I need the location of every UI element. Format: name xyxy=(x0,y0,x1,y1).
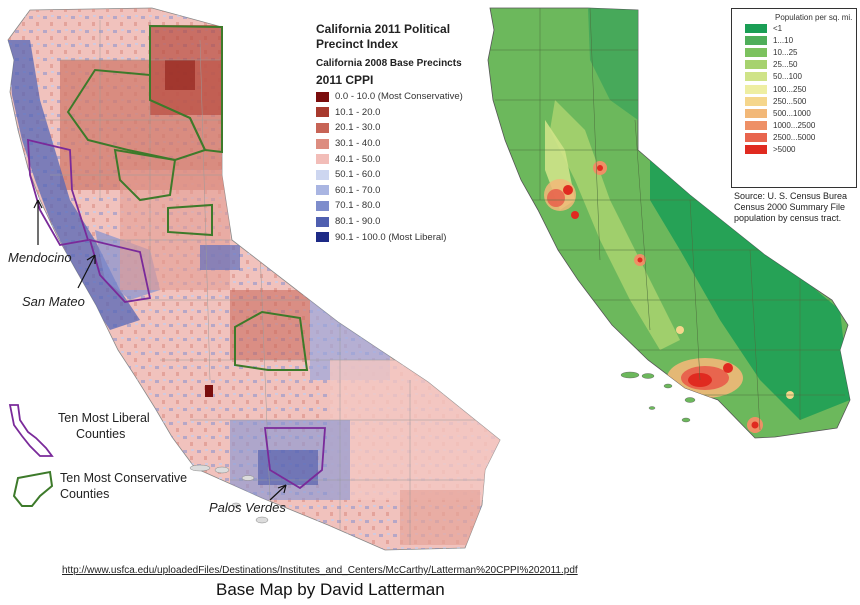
cppi-legend-item: 70.1 - 80.0 xyxy=(316,198,516,214)
population-legend-item: 10...25 xyxy=(737,46,853,58)
population-legend-swatch xyxy=(745,96,767,106)
liberal-counties-key: Ten Most Liberal Counties xyxy=(58,410,150,442)
conservative-key-glyph xyxy=(12,470,54,507)
cppi-legend-item: 0.0 - 10.0 (Most Conservative) xyxy=(316,89,516,105)
population-legend-item: 2500...5000 xyxy=(737,132,853,144)
population-legend-label: 2500...5000 xyxy=(773,133,816,143)
population-legend-label: 500...1000 xyxy=(773,108,811,118)
population-legend-item: 50...100 xyxy=(737,71,853,83)
cppi-legend-swatch xyxy=(316,185,329,196)
population-legend-item: 1...10 xyxy=(737,34,853,46)
cppi-legend-label: 90.1 - 100.0 (Most Liberal) xyxy=(335,231,447,243)
population-legend-item: >5000 xyxy=(737,144,853,156)
population-legend-label: 100...250 xyxy=(773,84,807,94)
cppi-legend-label: 40.1 - 50.0 xyxy=(335,153,381,165)
population-legend-label: 50...100 xyxy=(773,72,802,82)
cppi-legend-label: 80.1 - 90.0 xyxy=(335,216,381,228)
population-legend: Population per sq. mi. <1 1...10 10...25 25… xyxy=(731,8,857,188)
population-legend-label: 1...10 xyxy=(773,35,794,45)
callout-san-mateo: San Mateo xyxy=(22,294,85,309)
liberal-key-line2: Counties xyxy=(76,427,126,441)
cppi-legend-swatch xyxy=(316,122,329,133)
cppi-legend-item: 90.1 - 100.0 (Most Liberal) xyxy=(316,229,516,245)
source-line-2: Census 2000 Summary File xyxy=(734,202,846,212)
liberal-key-glyph xyxy=(8,404,54,457)
liberal-county-outlines xyxy=(27,138,326,490)
channel-islands-left xyxy=(189,464,269,524)
cppi-legend-label: 0.0 - 10.0 (Most Conservative) xyxy=(335,91,463,103)
liberal-key-line1: Ten Most Liberal xyxy=(58,411,150,425)
population-legend-item: 25...50 xyxy=(737,59,853,71)
callout-mendocino: Mendocino xyxy=(8,250,72,265)
population-legend-swatch xyxy=(745,35,767,45)
population-legend-label: 25...50 xyxy=(773,60,798,70)
map-subtitle: California 2008 Base Precincts xyxy=(316,58,462,69)
cppi-legend-label: 50.1 - 60.0 xyxy=(335,169,381,181)
cppi-legend-rows: 0.0 - 10.0 (Most Conservative) 10.1 - 20.… xyxy=(316,89,516,245)
population-legend-item: 250...500 xyxy=(737,95,853,107)
maps-canvas xyxy=(7,7,851,551)
cppi-legend-item: 50.1 - 60.0 xyxy=(316,167,516,183)
population-legend-item: <1 xyxy=(737,22,853,34)
population-legend-label: <1 xyxy=(773,23,783,33)
county-lines-right xyxy=(490,8,845,431)
cppi-legend-label: 60.1 - 70.0 xyxy=(335,184,381,196)
population-legend-title: Population per sq. mi. xyxy=(775,13,853,22)
base-map-credit: Base Map by David Latterman xyxy=(216,580,445,599)
population-legend-swatch xyxy=(745,108,767,118)
population-legend-label: 1000...2500 xyxy=(773,121,816,131)
source-url-link[interactable]: http://www.usfca.edu/uploadedFiles/Desti… xyxy=(62,565,578,576)
cppi-legend-item: 60.1 - 70.0 xyxy=(316,183,516,199)
source-line-3: population by census tract. xyxy=(734,213,842,223)
cppi-legend-label: 10.1 - 20.0 xyxy=(335,106,381,118)
channel-islands-right xyxy=(620,371,696,423)
population-legend-label: 10...25 xyxy=(773,47,798,57)
cppi-legend-swatch xyxy=(316,232,329,243)
population-legend-item: 1000...2500 xyxy=(737,120,853,132)
population-legend-swatch xyxy=(745,72,767,82)
conservative-key-line1: Ten Most Conservative xyxy=(60,471,188,485)
cppi-legend-swatch xyxy=(316,154,329,165)
cppi-legend-label: 70.1 - 80.0 xyxy=(335,200,381,212)
cppi-legend-swatch xyxy=(316,200,329,211)
cppi-legend-item: 30.1 - 40.0 xyxy=(316,136,516,152)
population-legend-swatch xyxy=(745,23,767,33)
population-legend-rows: <1 1...10 10...25 25...50 50...100 100...250 2… xyxy=(737,22,853,156)
cppi-legend-label: 20.1 - 30.0 xyxy=(335,122,381,134)
cppi-legend-item: 20.1 - 30.0 xyxy=(316,120,516,136)
population-legend-item: 100...250 xyxy=(737,83,853,95)
population-legend-swatch xyxy=(745,145,767,155)
population-legend-swatch xyxy=(745,121,767,131)
cppi-legend-item: 10.1 - 20.0 xyxy=(316,105,516,121)
population-density-map xyxy=(487,7,851,439)
conservative-key-line2: Counties xyxy=(60,487,110,501)
callout-arrows xyxy=(33,199,287,501)
cppi-legend-swatch xyxy=(316,91,329,102)
cppi-legend-label: 30.1 - 40.0 xyxy=(335,138,381,150)
map-title-line1: California 2011 Political xyxy=(316,22,451,36)
callout-palos-verdes: Palos Verdes xyxy=(209,500,286,515)
cppi-legend-item: 40.1 - 50.0 xyxy=(316,151,516,167)
population-legend-label: 250...500 xyxy=(773,96,807,106)
conservative-county-outlines xyxy=(66,24,309,371)
cppi-legend-swatch xyxy=(316,216,329,227)
census-source-note: Source: U. S. Census Burea Census 2000 S… xyxy=(734,191,860,224)
population-legend-label: >5000 xyxy=(773,145,796,155)
population-legend-swatch xyxy=(745,47,767,57)
population-legend-swatch xyxy=(745,133,767,143)
population-legend-swatch xyxy=(745,60,767,70)
population-legend-item: 500...1000 xyxy=(737,107,853,119)
cppi-legend-swatch xyxy=(316,169,329,180)
map-title-line2: Precinct Index xyxy=(316,37,399,51)
population-legend-swatch xyxy=(745,84,767,94)
cppi-legend-swatch xyxy=(316,107,329,118)
cppi-legend: California 2011 Political Precinct Index… xyxy=(316,22,516,245)
cppi-legend-item: 80.1 - 90.0 xyxy=(316,214,516,230)
conservative-counties-key: Ten Most Conservative Counties xyxy=(60,470,187,502)
cppi-legend-swatch xyxy=(316,138,329,149)
cppi-legend-heading: 2011 CPPI xyxy=(316,73,374,87)
source-line-1: Source: U. S. Census Burea xyxy=(734,191,848,201)
